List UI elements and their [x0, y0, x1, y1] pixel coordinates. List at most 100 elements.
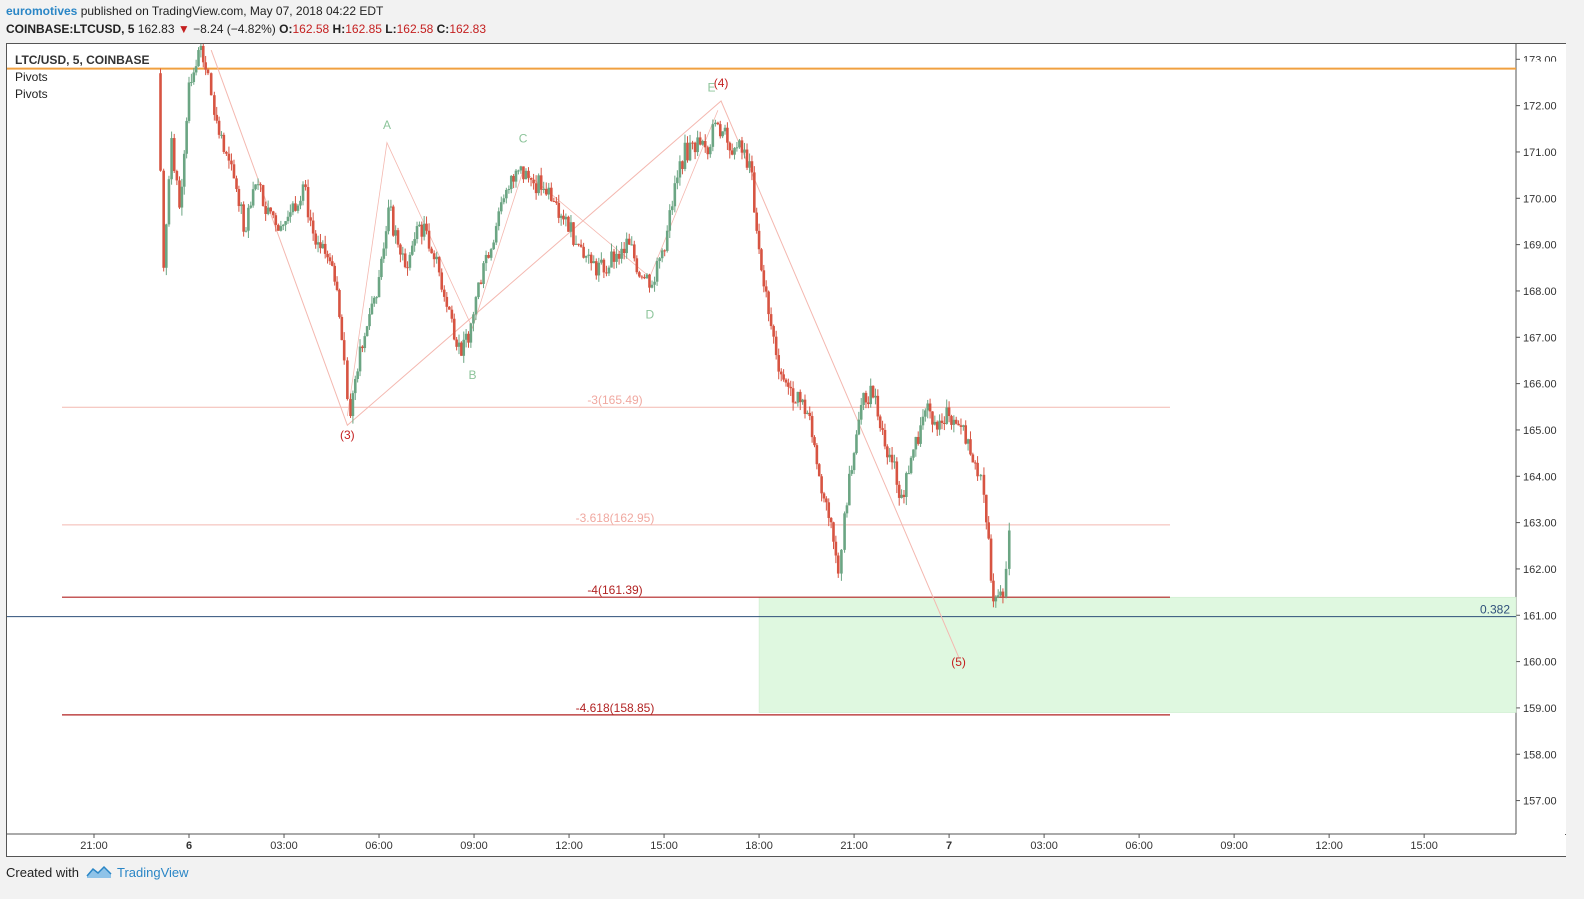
candle-down [706, 147, 710, 155]
candle-down [572, 222, 575, 245]
legend-pivots-2[interactable]: Pivots [15, 87, 48, 101]
candle-up [1004, 568, 1008, 597]
y-tick-label: 163.00 [1523, 518, 1557, 530]
fib-extension-label: -3(165.49) [587, 393, 642, 407]
candle-down [822, 493, 826, 499]
candle-down [403, 253, 407, 268]
candle-down [1001, 591, 1005, 597]
candle-up [519, 166, 523, 171]
candle-down [663, 250, 666, 252]
candle-up [945, 407, 949, 424]
candle-down [976, 462, 979, 477]
candle-down [534, 183, 538, 194]
y-tick-label: 166.00 [1523, 379, 1557, 391]
candle-down [612, 251, 616, 262]
candle-up [220, 134, 223, 136]
candle-up [351, 393, 355, 417]
legend-pivots-1[interactable]: Pivots [15, 70, 48, 84]
candle-up [197, 50, 200, 67]
candle-up [748, 161, 751, 168]
candle-up [380, 258, 383, 278]
close-value: 162.83 [449, 22, 487, 36]
candle-down [323, 243, 327, 254]
candle-up [914, 436, 918, 450]
candle-up [375, 297, 378, 299]
candle-up [994, 597, 998, 602]
candle-up [384, 231, 388, 249]
candle-up [592, 261, 596, 264]
candle-up [180, 186, 184, 208]
candle-down [638, 272, 641, 277]
candle-up [711, 124, 715, 147]
candle-down [529, 177, 533, 180]
candle-down [487, 254, 490, 258]
candle-up [569, 222, 573, 232]
y-tick-label: 158.00 [1523, 749, 1557, 761]
candle-down [767, 291, 770, 315]
fib-extension-label: -4.618(158.85) [576, 701, 655, 715]
candle-up [185, 120, 188, 154]
candle-up [658, 258, 661, 261]
x-tick-label: 09:00 [1220, 840, 1248, 852]
candle-up [244, 230, 248, 232]
candle-down [686, 142, 689, 161]
low-label: L: [385, 22, 397, 36]
candle-down [935, 421, 939, 430]
candle-up [489, 249, 493, 258]
candle-down [396, 230, 400, 245]
candle-up [979, 474, 983, 477]
candle-down [784, 379, 788, 383]
candle-up [418, 224, 421, 227]
price-axis[interactable] [1516, 44, 1566, 834]
close-label: C: [436, 22, 450, 36]
candle-up [796, 391, 800, 403]
fib-extension-label: -4(161.39) [587, 583, 642, 597]
candle-down [876, 395, 880, 417]
x-tick-label: 03:00 [270, 840, 298, 852]
candle-down [632, 244, 636, 259]
candle-down [206, 69, 210, 74]
candle-up [564, 216, 568, 220]
candle-up [924, 410, 927, 417]
y-tick-label: 161.00 [1523, 610, 1557, 622]
candle-up [289, 212, 292, 217]
elliott-wave-path[interactable] [210, 49, 960, 658]
candle-up [999, 591, 1002, 596]
candle-down [803, 399, 807, 414]
candle-up [422, 223, 426, 237]
candle-down [567, 216, 570, 232]
time-axis[interactable] [7, 835, 1566, 856]
candle-down [577, 243, 580, 245]
tradingview-logo-icon[interactable] [86, 864, 112, 880]
candle-down [762, 270, 766, 287]
candle-up [507, 189, 511, 191]
candle-down [391, 206, 395, 236]
candle-up [239, 204, 243, 207]
target-zone[interactable] [758, 596, 1517, 713]
candle-down [681, 161, 684, 169]
candle-down [740, 140, 744, 153]
candle-down [808, 412, 812, 417]
candle-down [420, 224, 424, 237]
candle-up [410, 245, 414, 255]
candle-up [678, 161, 682, 178]
x-tick-label: 15:00 [650, 840, 678, 852]
candle-up [909, 457, 913, 474]
chart-area[interactable] [6, 43, 1566, 857]
candle-up [514, 170, 518, 182]
author-link[interactable]: euromotives [6, 4, 78, 18]
candle-up [368, 314, 371, 327]
footer [0, 857, 1584, 899]
candle-up [620, 248, 623, 259]
candle-down [987, 522, 990, 539]
tradingview-brand[interactable]: TradingView [117, 865, 189, 880]
candle-down [834, 541, 838, 556]
candle-down [992, 580, 995, 602]
candle-up [907, 473, 911, 475]
x-tick-label: 09:00 [460, 840, 488, 852]
publish-line: euromotives published on TradingView.com… [6, 4, 383, 18]
high-label: H: [332, 22, 346, 36]
candle-down [755, 212, 758, 231]
candle-down [455, 339, 458, 347]
